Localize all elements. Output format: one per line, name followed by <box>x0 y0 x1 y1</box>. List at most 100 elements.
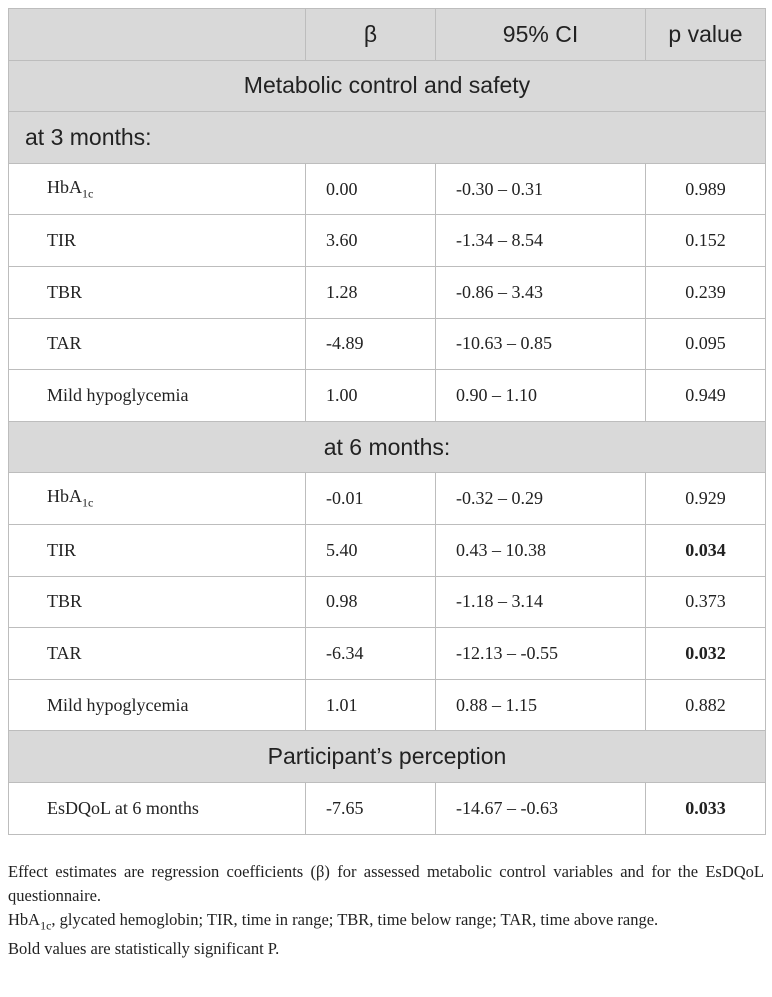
subscript: 1c <box>82 186 94 201</box>
section-cell: at 6 months: <box>8 420 766 474</box>
cell-text: TIR <box>47 230 76 251</box>
cell-text: -1.18 – 3.14 <box>456 591 543 612</box>
cell-text: -12.13 – -0.55 <box>456 642 558 663</box>
cell-text: HbA <box>47 176 82 197</box>
cell-text: -4.89 <box>326 333 364 354</box>
cell: Mild hypoglycemia <box>8 678 306 732</box>
cell-text: 0.88 – 1.15 <box>456 694 537 715</box>
section-row: at 6 months: <box>8 420 766 474</box>
cell: -12.13 – -0.55 <box>435 627 646 680</box>
cell-text: TBR <box>47 281 83 302</box>
cell-text: TBR <box>47 591 83 612</box>
data-row: EsDQoL at 6 months -7.65 -14.67 – -0.63 0.0… <box>8 781 766 835</box>
cell: -10.63 – 0.85 <box>435 317 646 371</box>
cell: 0.095 <box>645 317 766 371</box>
subscript: 1c <box>40 918 52 933</box>
data-row: Mild hypoglycemia 1.01 0.88 – 1.15 0.882 <box>8 678 766 732</box>
cell-text: -6.34 <box>326 642 364 663</box>
cell: -0.30 – 0.31 <box>435 162 646 216</box>
header-cell: p value <box>645 8 766 61</box>
cell: -1.18 – 3.14 <box>435 575 646 629</box>
footnote: Effect estimates are regression coeffici… <box>8 860 764 908</box>
section-row: at 3 months: <box>8 111 766 164</box>
section-cell: Metabolic control and safety <box>8 59 766 113</box>
section-row: Metabolic control and safety <box>8 59 766 113</box>
cell-text: -0.86 – 3.43 <box>456 281 543 302</box>
cell: 3.60 <box>305 214 436 267</box>
cell: 0.00 <box>305 162 436 216</box>
cell-text: -0.30 – 0.31 <box>456 178 543 199</box>
section-cell: Participant’s perception <box>8 730 766 783</box>
cell: TIR <box>8 214 306 267</box>
cell-text: 0.989 <box>685 178 726 199</box>
cell: 0.98 <box>305 575 436 629</box>
cell: -14.67 – -0.63 <box>435 781 646 835</box>
data-row: TIR 5.40 0.43 – 10.38 0.034 <box>8 523 766 577</box>
footnote-text: Bold values are statistically significan… <box>8 939 280 959</box>
cell-text: TAR <box>47 333 82 354</box>
cell-text: 5.40 <box>326 539 358 560</box>
cell-text: Mild hypoglycemia <box>47 694 189 715</box>
cell: TIR <box>8 523 306 577</box>
cell: 0.033 <box>645 781 766 835</box>
cell: 0.88 – 1.15 <box>435 678 646 732</box>
cell-text: 0.882 <box>685 694 726 715</box>
cell-text: 0.239 <box>685 281 726 302</box>
cell: 0.032 <box>645 627 766 680</box>
cell: TAR <box>8 627 306 680</box>
data-row: TBR 1.28 -0.86 – 3.43 0.239 <box>8 265 766 319</box>
header-row: β 95% CI p value <box>8 8 766 61</box>
data-row: HbA1c -0.01 -0.32 – 0.29 0.929 <box>8 472 766 525</box>
cell: 1.01 <box>305 678 436 732</box>
cell: 5.40 <box>305 523 436 577</box>
cell-text: 0.98 <box>326 591 358 612</box>
cell: -4.89 <box>305 317 436 371</box>
cell: EsDQoL at 6 months <box>8 781 306 835</box>
data-row: HbA1c 0.00 -0.30 – 0.31 0.989 <box>8 162 766 216</box>
cell-text: 0.033 <box>685 797 726 818</box>
table-body: β 95% CI p value Metabolic control and safe… <box>8 8 766 835</box>
footnotes: Effect estimates are regression coeffici… <box>8 860 764 961</box>
data-row: TAR -6.34 -12.13 – -0.55 0.032 <box>8 627 766 680</box>
cell-text: 0.095 <box>685 333 726 354</box>
cell-text: 0.90 – 1.10 <box>456 384 537 405</box>
cell-text: 0.00 <box>326 178 358 199</box>
cell: 0.034 <box>645 523 766 577</box>
cell: HbA1c <box>8 472 306 525</box>
footnote-text: Effect estimates are regression coeffici… <box>8 862 764 905</box>
data-row: TIR 3.60 -1.34 – 8.54 0.152 <box>8 214 766 267</box>
data-row: TBR 0.98 -1.18 – 3.14 0.373 <box>8 575 766 629</box>
footnote: Bold values are statistically significan… <box>8 937 764 961</box>
cell: 1.00 <box>305 369 436 422</box>
cell: 0.882 <box>645 678 766 732</box>
data-row: TAR -4.89 -10.63 – 0.85 0.095 <box>8 317 766 371</box>
cell: -0.32 – 0.29 <box>435 472 646 525</box>
header-cell: 95% CI <box>435 8 646 61</box>
cell: 0.43 – 10.38 <box>435 523 646 577</box>
cell: -1.34 – 8.54 <box>435 214 646 267</box>
cell-text: TIR <box>47 539 76 560</box>
cell-text: -14.67 – -0.63 <box>456 797 558 818</box>
cell: TBR <box>8 575 306 629</box>
cell-text: -10.63 – 0.85 <box>456 333 552 354</box>
cell: 0.373 <box>645 575 766 629</box>
cell: 0.949 <box>645 369 766 422</box>
subscript: 1c <box>82 495 94 510</box>
cell: 0.90 – 1.10 <box>435 369 646 422</box>
cell: TAR <box>8 317 306 371</box>
cell-text: 0.152 <box>685 230 726 251</box>
cell: HbA1c <box>8 162 306 216</box>
cell: 0.239 <box>645 265 766 319</box>
cell-text: 1.28 <box>326 281 358 302</box>
cell: 0.152 <box>645 214 766 267</box>
section-row: Participant’s perception <box>8 730 766 783</box>
cell: -7.65 <box>305 781 436 835</box>
cell-text: 1.00 <box>326 384 358 405</box>
cell-text: -1.34 – 8.54 <box>456 230 543 251</box>
cell-text: 3.60 <box>326 230 358 251</box>
cell-text: Mild hypoglycemia <box>47 384 189 405</box>
cell-text: HbA <box>47 486 82 507</box>
results-table: β 95% CI p value Metabolic control and safe… <box>8 8 766 835</box>
footnote-text: HbA <box>8 910 41 929</box>
